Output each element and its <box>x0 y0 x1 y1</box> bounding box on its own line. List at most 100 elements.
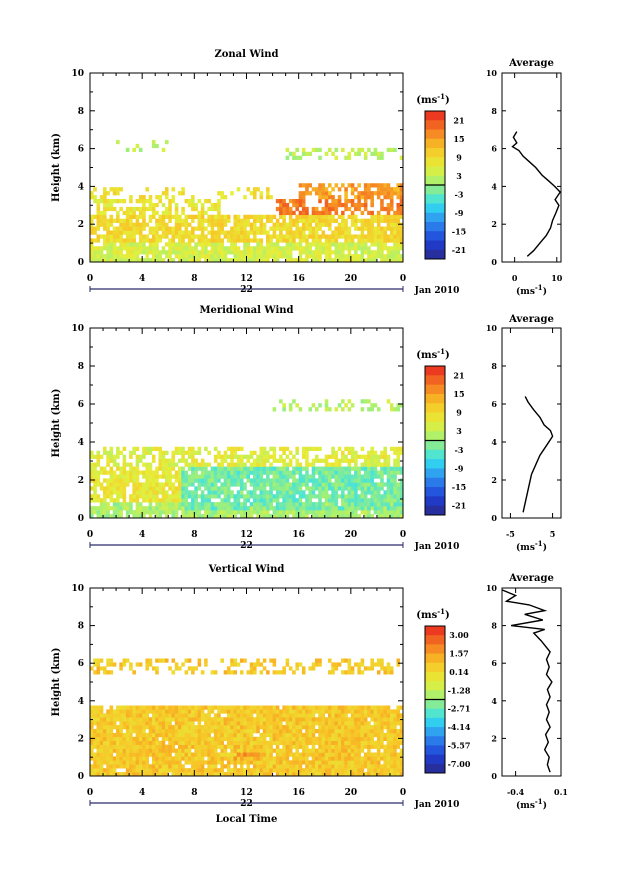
field-cell <box>308 768 313 773</box>
field-cell <box>239 772 244 777</box>
field-cell <box>99 736 104 742</box>
field-cell <box>305 226 309 231</box>
field-cell <box>233 740 238 745</box>
field-cell <box>269 717 273 722</box>
colorbar-segment <box>425 412 445 423</box>
field-cell <box>204 226 208 231</box>
colorbar-segment <box>425 496 445 507</box>
field-cell <box>243 218 247 223</box>
field-cell <box>116 462 120 467</box>
field-cell <box>151 226 156 231</box>
field-cell <box>266 768 270 773</box>
field-cell <box>168 210 172 216</box>
field-cell <box>259 450 264 455</box>
field-cell <box>155 218 159 223</box>
field-cell <box>295 258 299 263</box>
field-cell <box>324 210 329 216</box>
field-cell <box>269 705 273 710</box>
field-cell <box>262 230 267 235</box>
field-cell <box>158 729 163 734</box>
field-cell <box>354 214 358 219</box>
field-cell <box>220 254 224 259</box>
field-cell <box>197 446 202 452</box>
field-cell <box>360 258 365 263</box>
field-cell <box>197 478 202 483</box>
field-cell <box>272 764 277 769</box>
field-cell <box>393 462 397 467</box>
field-cell <box>256 514 260 519</box>
field-cell <box>246 510 251 515</box>
field-cell <box>155 490 159 495</box>
field-cell <box>285 721 290 726</box>
field-cell <box>262 514 267 519</box>
field-cell <box>204 510 208 515</box>
field-cell <box>256 254 260 259</box>
field-cell <box>292 494 296 499</box>
field-cell <box>321 482 326 487</box>
field-cell <box>145 490 149 495</box>
field-cell <box>168 705 172 710</box>
field-cell <box>191 514 195 519</box>
field-cell <box>318 705 322 710</box>
field-cell <box>187 713 192 718</box>
field-cell <box>191 195 195 200</box>
field-cell <box>148 498 153 503</box>
avg-y-tick-label: 6 <box>491 399 497 409</box>
field-cell <box>161 470 166 475</box>
field-cell <box>266 254 270 259</box>
field-cell <box>207 486 211 491</box>
field-cell <box>354 732 358 738</box>
field-cell <box>90 721 94 726</box>
field-cell <box>96 462 101 467</box>
field-cell <box>116 450 120 455</box>
field-cell <box>204 748 208 753</box>
field-cell <box>288 748 293 753</box>
field-cell <box>373 768 378 773</box>
field-cell <box>341 399 345 404</box>
field-cell <box>328 234 332 239</box>
field-cell <box>347 490 352 495</box>
field-cell <box>155 498 159 503</box>
field-cell <box>285 155 290 160</box>
field-cell <box>217 486 221 491</box>
field-cell <box>305 748 309 753</box>
field-cell <box>288 230 293 235</box>
field-cell <box>305 713 309 718</box>
field-cell <box>370 183 374 188</box>
field-cell <box>171 242 176 247</box>
field-cell <box>112 238 117 243</box>
field-cell <box>328 462 332 467</box>
field-cell <box>164 744 169 749</box>
field-cell <box>116 218 120 223</box>
field-cell <box>223 450 228 455</box>
field-cell <box>328 474 332 479</box>
field-cell <box>138 736 143 742</box>
field-cell <box>266 705 270 710</box>
field-cell <box>376 155 381 160</box>
field-cell <box>122 498 127 503</box>
field-cell <box>298 713 303 718</box>
field-cell <box>347 250 352 255</box>
field-cell <box>341 407 345 412</box>
field-cell <box>230 760 234 765</box>
field-cell <box>399 466 404 471</box>
field-cell <box>337 721 342 726</box>
field-cell <box>311 736 316 742</box>
field-cell <box>213 713 218 718</box>
y-axis-label: Height (km) <box>51 389 62 458</box>
field-cell <box>96 662 101 667</box>
field-cell <box>314 254 319 259</box>
field-cell <box>298 246 303 251</box>
field-cell <box>246 709 251 714</box>
field-cell <box>331 214 335 219</box>
field-cell <box>337 729 342 734</box>
field-cell <box>233 658 238 663</box>
field-cell <box>305 478 309 483</box>
field-cell <box>184 760 189 765</box>
field-cell <box>354 772 358 777</box>
field-cell <box>376 234 381 239</box>
field-cell <box>145 721 149 726</box>
field-cell <box>138 764 143 769</box>
field-cell <box>210 238 215 243</box>
field-cell <box>181 187 185 192</box>
